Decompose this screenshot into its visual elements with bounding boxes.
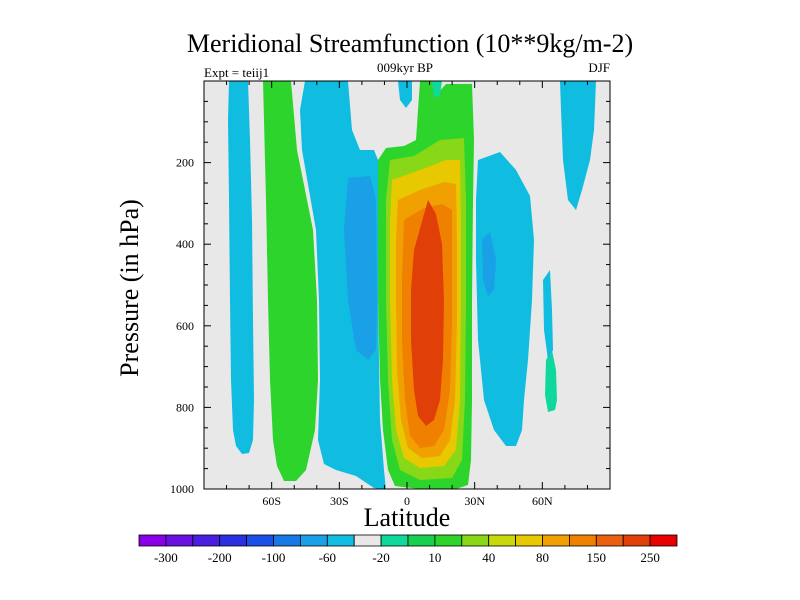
colorbar-label: 40	[482, 550, 495, 565]
contour-regions	[228, 81, 596, 489]
y-tick-label: 600	[176, 319, 194, 333]
colorbar-label: 250	[640, 550, 660, 565]
x-tick-label: 30S	[330, 494, 349, 508]
colorbar-label: 150	[587, 550, 607, 565]
southern-ferrel-cell	[263, 81, 318, 481]
period-label: 009kyr BP	[377, 60, 433, 75]
southern-hadley-inner	[344, 176, 377, 360]
colorbar-swatch	[488, 534, 517, 547]
colorbar-swatch	[569, 534, 597, 547]
colorbar-swatch	[192, 534, 221, 547]
colorbar-swatch	[649, 534, 678, 547]
colorbar-label: -200	[208, 550, 232, 565]
colorbar-label: 10	[428, 550, 441, 565]
colorbar-swatch	[246, 534, 274, 547]
northern-midlat-blue	[543, 270, 553, 360]
colorbar-swatch	[434, 534, 463, 547]
northern-polar	[560, 81, 596, 210]
colorbar-swatch	[353, 534, 382, 547]
southern-polar-cell	[228, 81, 254, 454]
season-label: DJF	[588, 60, 610, 75]
colorbar-swatch	[165, 534, 194, 547]
colorbar-labels: -300 -200 -100 -60 -20 10 40 80 150 250	[154, 550, 660, 565]
colorbar-swatch	[542, 534, 570, 547]
northern-midlat-green	[545, 350, 557, 412]
x-tick-label: 60S	[262, 494, 281, 508]
x-axis-label: Latitude	[364, 503, 451, 532]
hadley-core	[411, 200, 444, 426]
colorbar-label: -300	[154, 550, 178, 565]
axis-ticks	[204, 81, 610, 490]
northern-hadley-inner	[482, 232, 496, 296]
colorbar-label: 80	[536, 550, 549, 565]
colorbar-swatch	[622, 534, 651, 547]
colorbar-swatch	[515, 534, 543, 547]
colorbar-swatch	[219, 534, 247, 547]
top-patch-2	[432, 81, 442, 98]
tick-labels: 60S 30S 0 30N 60N 200 400 600 800 1000	[170, 156, 553, 508]
top-patch-1	[398, 81, 412, 108]
y-axis-label: Pressure (in hPa)	[115, 199, 144, 377]
colorbar-swatch	[299, 534, 328, 547]
y-tick-label: 1000	[170, 482, 194, 496]
x-tick-label: 0	[404, 494, 410, 508]
x-tick-label: 60N	[532, 494, 553, 508]
colorbar-swatch	[273, 534, 301, 547]
colorbar-swatch	[138, 534, 167, 547]
y-tick-label: 200	[176, 156, 194, 170]
y-tick-label: 400	[176, 237, 194, 251]
x-tick-label: 30N	[464, 494, 485, 508]
colorbar	[138, 534, 678, 547]
colorbar-label: -60	[319, 550, 336, 565]
colorbar-swatch	[380, 534, 409, 547]
northern-hadley	[476, 152, 534, 446]
chart-title: Meridional Streamfunction (10**9kg/m-2)	[187, 29, 633, 58]
colorbar-swatch	[461, 534, 490, 547]
colorbar-swatch	[326, 534, 355, 547]
y-tick-label: 800	[176, 400, 194, 414]
experiment-label: Expt = teiij1	[204, 65, 269, 80]
colorbar-swatch	[407, 534, 436, 547]
colorbar-label: -20	[372, 550, 389, 565]
colorbar-label: -100	[262, 550, 286, 565]
colorbar-swatch	[595, 534, 624, 547]
